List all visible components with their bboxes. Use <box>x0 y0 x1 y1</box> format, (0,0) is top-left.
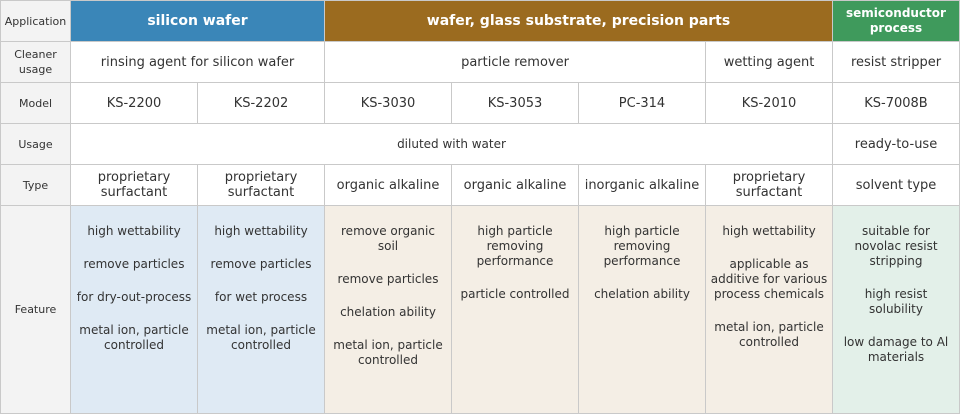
feature-cell: high particle removing performance partic… <box>451 205 579 414</box>
feature-item: applicable as additive for various proce… <box>710 257 828 301</box>
cell: rinsing agent for silicon wafer <box>70 41 325 83</box>
cell: particle remover <box>324 41 706 83</box>
feature-cell: high wettability remove particles for wet … <box>197 205 325 414</box>
cell: proprietary surfactant <box>70 164 198 206</box>
cell: KS-3030 <box>324 82 452 124</box>
cell: diluted with water <box>70 123 833 165</box>
feature-item: chelation ability <box>340 305 436 319</box>
cell: KS-2010 <box>705 82 833 124</box>
cell: KS-2202 <box>197 82 325 124</box>
cell: proprietary surfactant <box>705 164 833 206</box>
row-label: Application <box>0 0 71 42</box>
feature-item: metal ion, particle controlled <box>714 320 824 349</box>
cell: proprietary surfactant <box>197 164 325 206</box>
usage-row: Usage diluted with water ready-to-use <box>0 123 960 165</box>
feature-item: high particle removing performance <box>476 224 554 268</box>
feature-item: suitable for novolac resist stripping <box>854 224 938 268</box>
cell: PC-314 <box>578 82 706 124</box>
feature-cell: high wettability applicable as additive f… <box>705 205 833 414</box>
header-cell: semiconductor process <box>832 0 960 42</box>
cell: organic alkaline <box>451 164 579 206</box>
feature-item: high wettability <box>722 224 816 238</box>
cell: KS-7008B <box>832 82 960 124</box>
cell: solvent type <box>832 164 960 206</box>
row-label: Feature <box>0 205 71 414</box>
feature-cell: suitable for novolac resist stripping hig… <box>832 205 960 414</box>
row-label: Model <box>0 82 71 124</box>
row-label: Type <box>0 164 71 206</box>
feature-item: low damage to Al materials <box>843 335 949 364</box>
header-cell: wafer, glass substrate, precision parts <box>324 0 833 42</box>
feature-cell: high particle removing performance chelat… <box>578 205 706 414</box>
feature-item: metal ion, particle controlled <box>79 323 189 352</box>
feature-item: for wet process <box>214 290 308 304</box>
cell: KS-2200 <box>70 82 198 124</box>
feature-item: particle controlled <box>460 287 570 301</box>
feature-item: remove organic soil <box>341 224 435 253</box>
application-row: Application silicon wafer wafer, glass s… <box>0 0 960 42</box>
cell: KS-3053 <box>451 82 579 124</box>
cell: inorganic alkaline <box>578 164 706 206</box>
cell: wetting agent <box>705 41 833 83</box>
row-label: Usage <box>0 123 71 165</box>
feature-item: for dry-out-process <box>76 290 192 304</box>
type-row: Type proprietary surfactant proprietary s… <box>0 164 960 206</box>
cell: ready-to-use <box>832 123 960 165</box>
feature-item: high particle removing performance <box>603 224 681 268</box>
feature-row: Feature high wettability remove particles… <box>0 205 960 414</box>
model-row: Model KS-2200 KS-2202 KS-3030 KS-3053 PC-314… <box>0 82 960 124</box>
feature-item: remove particles <box>337 272 439 286</box>
feature-cell: high wettability remove particles for dry-… <box>70 205 198 414</box>
feature-item: high wettability <box>214 224 308 238</box>
feature-cell: remove organic soil remove particles chela… <box>324 205 452 414</box>
feature-item: metal ion, particle controlled <box>206 323 316 352</box>
feature-item: metal ion, particle controlled <box>333 338 443 367</box>
feature-item: remove particles <box>83 257 185 271</box>
feature-item: chelation ability <box>594 287 690 301</box>
feature-item: remove particles <box>210 257 312 271</box>
row-label: Cleaner usage <box>0 41 71 83</box>
cell: organic alkaline <box>324 164 452 206</box>
cleaner-usage-row: Cleaner usage rinsing agent for silicon … <box>0 41 960 83</box>
cell: resist stripper <box>832 41 960 83</box>
header-cell: silicon wafer <box>70 0 325 42</box>
feature-item: high wettability <box>87 224 181 238</box>
feature-item: high resist solubility <box>864 287 928 316</box>
